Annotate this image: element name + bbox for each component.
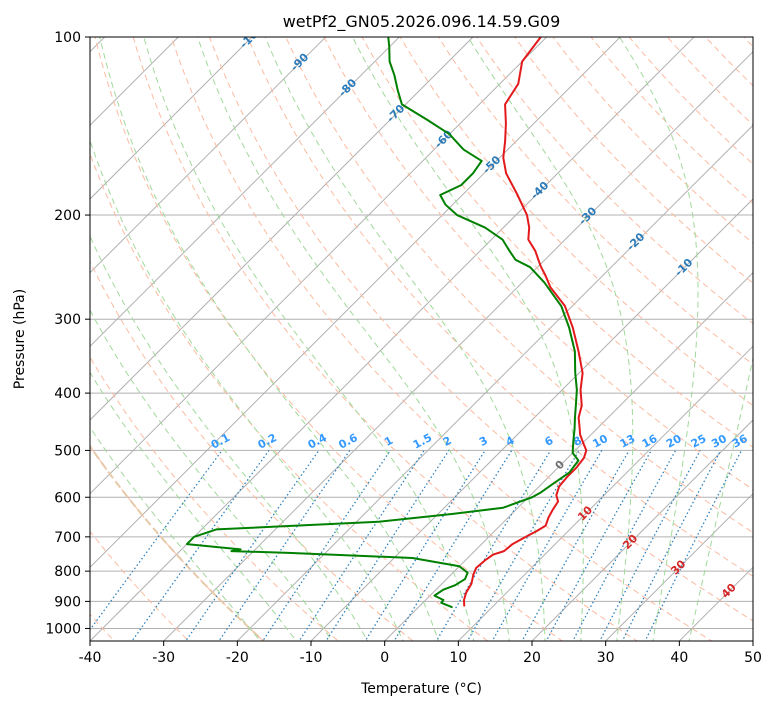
axes: -40 -30 -20 -10 0 10 20 30 40 50 1000 900 800 700 600 5… <box>45 30 762 666</box>
x-tick-label: 50 <box>744 650 762 666</box>
moist-adiabat-line <box>143 37 475 641</box>
isotherm-line <box>310 198 753 641</box>
mixing-ratio-line <box>90 450 223 631</box>
mixing-ratio-label: 13 <box>618 432 638 451</box>
y-tick-label: 500 <box>54 443 81 459</box>
moist-adiabat-line <box>90 309 333 641</box>
x-tick-label: -40 <box>79 650 102 666</box>
dewpoint-profile-line <box>185 37 580 609</box>
x-tick-label: 30 <box>597 650 615 666</box>
isotherm-line <box>531 419 753 641</box>
mixing-ratio-line <box>435 450 552 641</box>
mixing-ratio-line <box>262 450 391 641</box>
mixing-ratio-label: 20 <box>664 432 684 451</box>
mixing-ratio-line <box>466 450 580 641</box>
mixing-ratio-line <box>131 450 270 641</box>
mixing-ratio-line <box>572 450 677 641</box>
dry-adiabat-emphasis <box>90 444 266 641</box>
y-tick-label: 100 <box>54 30 81 46</box>
isotherm-line <box>90 37 548 495</box>
temperature-profile-line <box>463 37 588 607</box>
moist-adiabat-line <box>264 37 546 641</box>
mixing-ratio-line <box>325 450 450 641</box>
x-axis-label: Temperature (°C) <box>360 681 482 697</box>
mixing-ratio-line <box>298 450 425 641</box>
isotherm-line <box>236 124 753 641</box>
y-tick-label: 200 <box>54 208 81 224</box>
dry-adiabat-line <box>94 37 564 641</box>
mixing-ratio-line <box>521 450 630 641</box>
sounding-profiles <box>185 37 588 609</box>
moist-adiabat-line <box>351 37 584 641</box>
dry-adiabat-line <box>90 260 414 641</box>
moist-adiabat-line <box>99 37 440 641</box>
moist-adiabat-line <box>688 355 753 641</box>
dry-adiabat-line <box>285 37 753 534</box>
x-tick-label: 0 <box>380 650 389 666</box>
x-tick-label: 20 <box>523 650 541 666</box>
dry-adiabat-line <box>170 37 713 641</box>
isotherm-line <box>90 37 180 127</box>
dry-adiabat-line <box>208 37 753 622</box>
moist-adiabat-line <box>90 371 297 641</box>
y-tick-label: 600 <box>54 490 81 506</box>
plot-frame <box>89 36 754 642</box>
moist-adiabat-line <box>197 37 510 641</box>
x-tick-label: -30 <box>152 650 175 666</box>
mixing-ratio-label: 10 <box>590 432 610 451</box>
mixing-ratio-line <box>218 450 351 641</box>
isotherm-line <box>90 37 695 641</box>
y-tick-label: 900 <box>54 594 81 610</box>
mixing-ratio-label: 30 <box>709 432 729 451</box>
dry-adiabat-line <box>361 37 753 448</box>
x-tick-label: 40 <box>670 650 688 666</box>
y-axis-label: Pressure (hPa) <box>12 289 28 389</box>
mixing-ratio-label: 16 <box>640 432 660 451</box>
isotherm-line <box>457 345 753 641</box>
isotherm-line <box>90 37 253 200</box>
moist-adiabat-line <box>90 426 261 641</box>
dry-adiabat-line <box>90 152 489 641</box>
mixing-ratio-line <box>393 450 513 641</box>
chart-title: wetPf2_GN05.2026.096.14.59.G09 <box>283 12 561 32</box>
isotherm-line <box>90 37 327 274</box>
y-tick-label: 400 <box>54 386 81 402</box>
y-tick-label: 700 <box>54 530 81 546</box>
dry-adiabat-line <box>90 356 339 641</box>
moist-adiabat-line <box>618 37 699 641</box>
mixing-ratio-label: 25 <box>689 432 709 451</box>
mixing-ratio-label: 36 <box>730 432 750 451</box>
isotherm-line <box>604 492 753 641</box>
mixing-ratio-line <box>545 450 652 641</box>
isotherm-line <box>383 271 753 641</box>
moist-adiabat-line <box>467 37 634 641</box>
y-tick-label: 1000 <box>45 621 81 637</box>
dry-adiabat-line <box>514 37 753 284</box>
x-tick-label: -10 <box>300 650 323 666</box>
y-tick-label: 800 <box>54 564 81 580</box>
dry-adiabat-line <box>247 37 753 577</box>
dry-adiabat-line <box>323 37 753 491</box>
dry-adiabat-line <box>90 530 190 641</box>
isotherm-line <box>90 37 401 348</box>
moist-adiabat-line <box>90 234 369 641</box>
moist-adiabat-line <box>90 139 404 641</box>
mixing-ratio-line <box>364 450 486 641</box>
mixing-ratio-line <box>491 450 603 641</box>
x-tick-label: -20 <box>226 650 249 666</box>
isotherm-line <box>90 37 474 421</box>
y-tick-label: 300 <box>54 312 81 328</box>
reference-lines <box>90 37 753 641</box>
dry-adiabat-line <box>132 37 638 641</box>
x-tick-label: 10 <box>449 650 467 666</box>
isotherm-line <box>90 37 622 569</box>
